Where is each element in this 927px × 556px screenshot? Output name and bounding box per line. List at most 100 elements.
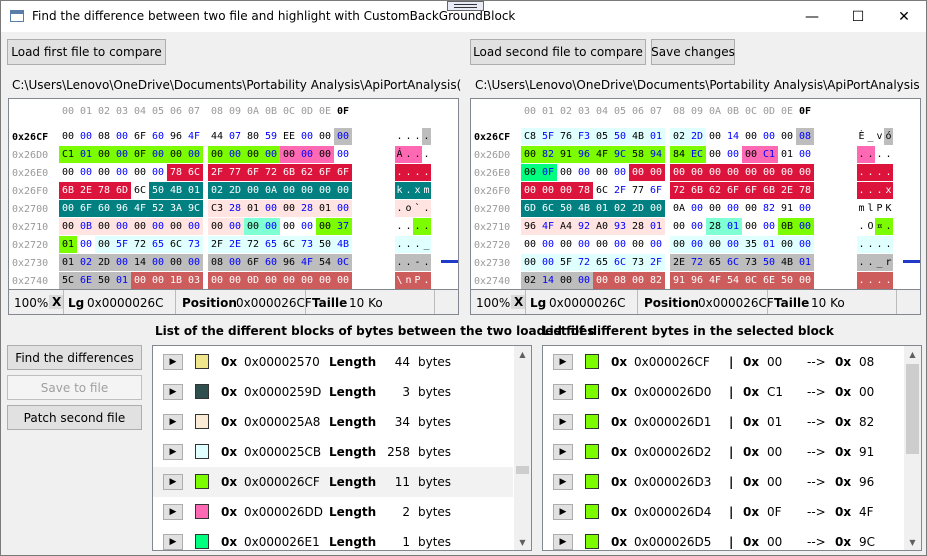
left-hex-editor[interactable]: 00 01 02 03 04 05 06 07 08 09 0A 0B 0C 0D 0E 0F 0x26CF 00… <box>8 98 459 290</box>
hex-byte-cell[interactable]: 00 <box>208 146 226 163</box>
ascii-char-cell[interactable]: . <box>884 218 893 235</box>
hex-byte-cell[interactable]: 80 <box>244 128 262 145</box>
hex-byte-cell[interactable]: 02 <box>521 272 539 289</box>
hex-byte-cell[interactable]: 05 <box>593 128 611 145</box>
hex-byte-cell[interactable]: 00 <box>208 272 226 289</box>
hex-byte-cell[interactable]: 91 <box>670 272 688 289</box>
hex-byte-cell[interactable]: 00 <box>226 272 244 289</box>
hex-byte-cell[interactable]: 78 <box>575 182 593 199</box>
ascii-char-cell[interactable]: . <box>404 164 413 181</box>
hex-byte-cell[interactable]: 00 <box>688 236 706 253</box>
ascii-char-cell[interactable]: . <box>413 236 422 253</box>
hex-scrollbar[interactable] <box>441 99 458 289</box>
hex-byte-cell[interactable]: 4F <box>185 128 203 145</box>
hex-byte-cell[interactable]: 6F <box>724 182 742 199</box>
hex-byte-cell[interactable]: 44 <box>208 128 226 145</box>
hex-byte-cell[interactable]: 50 <box>149 182 167 199</box>
ascii-char-cell[interactable]: . <box>404 254 413 271</box>
ascii-char-cell[interactable]: . <box>866 182 875 199</box>
hex-byte-cell[interactable]: 3A <box>167 200 185 217</box>
hex-byte-cell[interactable]: 00 <box>77 128 95 145</box>
hex-byte-cell[interactable]: 00 <box>742 146 760 163</box>
hex-byte-cell[interactable]: 58 <box>629 146 647 163</box>
hex-byte-cell[interactable]: 62 <box>706 182 724 199</box>
hex-byte-cell[interactable]: 02 <box>670 128 688 145</box>
hex-byte-cell[interactable]: 00 <box>316 128 334 145</box>
ascii-char-cell[interactable]: . <box>866 164 875 181</box>
ascii-char-cell[interactable]: . <box>422 272 431 289</box>
ascii-char-cell[interactable]: . <box>866 146 875 163</box>
hex-byte-cell[interactable]: 00 <box>796 164 814 181</box>
hex-byte-cell[interactable]: 00 <box>95 164 113 181</box>
block-row[interactable]: ▶ 0x 0x0000259D Length 3 bytes <box>153 377 513 407</box>
hex-byte-cell[interactable]: 6B <box>59 182 77 199</box>
hex-byte-cell[interactable]: 00 <box>629 164 647 181</box>
ascii-char-cell[interactable]: o <box>404 200 413 217</box>
hex-byte-cell[interactable]: 50 <box>611 128 629 145</box>
hex-byte-cell[interactable]: 00 <box>334 146 352 163</box>
hex-byte-cell[interactable]: 03 <box>185 272 203 289</box>
hex-byte-cell[interactable]: 00 <box>778 128 796 145</box>
hex-byte-cell[interactable]: 0C <box>742 272 760 289</box>
hex-byte-cell[interactable]: 6B <box>280 164 298 181</box>
hex-byte-cell[interactable]: EE <box>280 128 298 145</box>
hex-byte-cell[interactable]: 6C <box>593 182 611 199</box>
hex-byte-cell[interactable]: 2F <box>208 164 226 181</box>
hex-byte-cell[interactable]: 6B <box>760 182 778 199</box>
hex-byte-cell[interactable]: 00 <box>262 146 280 163</box>
hex-byte-cell[interactable]: 00 <box>796 218 814 235</box>
hex-byte-cell[interactable]: 82 <box>647 272 665 289</box>
play-button[interactable]: ▶ <box>553 384 573 400</box>
hex-byte-cell[interactable]: 00 <box>629 236 647 253</box>
hex-byte-cell[interactable]: 6F <box>742 182 760 199</box>
hex-byte-cell[interactable]: C1 <box>760 146 778 163</box>
hex-byte-cell[interactable]: 00 <box>706 200 724 217</box>
hex-byte-cell[interactable]: 50 <box>778 272 796 289</box>
hex-byte-cell[interactable]: 73 <box>742 254 760 271</box>
hex-byte-cell[interactable]: 35 <box>742 236 760 253</box>
hex-byte-cell[interactable]: 14 <box>539 272 557 289</box>
hex-byte-cell[interactable]: 00 <box>316 146 334 163</box>
blocks-list[interactable]: ▶ 0x 0x00002570 Length 44 bytes ▶ 0x 0x0000259D L… <box>152 345 532 551</box>
play-button[interactable]: ▶ <box>553 504 573 520</box>
hex-byte-cell[interactable]: 00 <box>149 272 167 289</box>
hex-byte-cell[interactable]: 0B <box>77 218 95 235</box>
ascii-char-cell[interactable]: . <box>884 146 893 163</box>
ascii-char-cell[interactable]: È <box>857 128 866 145</box>
block-row[interactable]: ▶ 0x 0x000026DD Length 2 bytes <box>153 497 513 527</box>
hex-byte-cell[interactable]: 14 <box>724 128 742 145</box>
hex-byte-cell[interactable]: 08 <box>796 128 814 145</box>
hex-byte-cell[interactable]: 00 <box>334 272 352 289</box>
hex-byte-cell[interactable]: 96 <box>167 128 185 145</box>
hex-byte-cell[interactable]: 96 <box>688 272 706 289</box>
hex-byte-cell[interactable]: 2E <box>77 182 95 199</box>
hex-byte-cell[interactable]: 0D <box>244 272 262 289</box>
hex-byte-cell[interactable]: 02 <box>208 182 226 199</box>
hex-byte-cell[interactable]: 9C <box>611 146 629 163</box>
hex-byte-cell[interactable]: 00 <box>647 236 665 253</box>
hex-byte-cell[interactable]: 00 <box>557 164 575 181</box>
hex-byte-cell[interactable]: 4F <box>539 218 557 235</box>
ascii-char-cell[interactable]: . <box>395 128 404 145</box>
hex-byte-cell[interactable]: 5F <box>539 128 557 145</box>
hex-byte-cell[interactable]: 6F <box>244 164 262 181</box>
hex-byte-cell[interactable]: 00 <box>334 200 352 217</box>
hex-byte-cell[interactable]: 00 <box>113 146 131 163</box>
hex-byte-cell[interactable]: 02 <box>611 200 629 217</box>
hex-byte-cell[interactable]: 00 <box>688 200 706 217</box>
hex-byte-cell[interactable]: 2D <box>95 254 113 271</box>
hex-byte-cell[interactable]: 2E <box>226 236 244 253</box>
hex-byte-cell[interactable]: 28 <box>226 200 244 217</box>
hex-byte-cell[interactable]: 01 <box>760 236 778 253</box>
ascii-char-cell[interactable]: . <box>857 236 866 253</box>
play-button[interactable]: ▶ <box>163 444 183 460</box>
hex-byte-cell[interactable]: 01 <box>59 254 77 271</box>
hex-byte-cell[interactable]: 00 <box>280 218 298 235</box>
hex-byte-cell[interactable]: 00 <box>557 182 575 199</box>
hex-byte-cell[interactable]: 6C <box>724 254 742 271</box>
hex-byte-cell[interactable]: 00 <box>262 272 280 289</box>
hex-byte-cell[interactable]: 00 <box>706 128 724 145</box>
hex-byte-cell[interactable]: A4 <box>557 218 575 235</box>
hex-byte-cell[interactable]: 6F <box>77 200 95 217</box>
byte-diff-row[interactable]: ▶ 0x 0x000026D2 | 0x 00 --> 0x 91 <box>543 437 903 467</box>
